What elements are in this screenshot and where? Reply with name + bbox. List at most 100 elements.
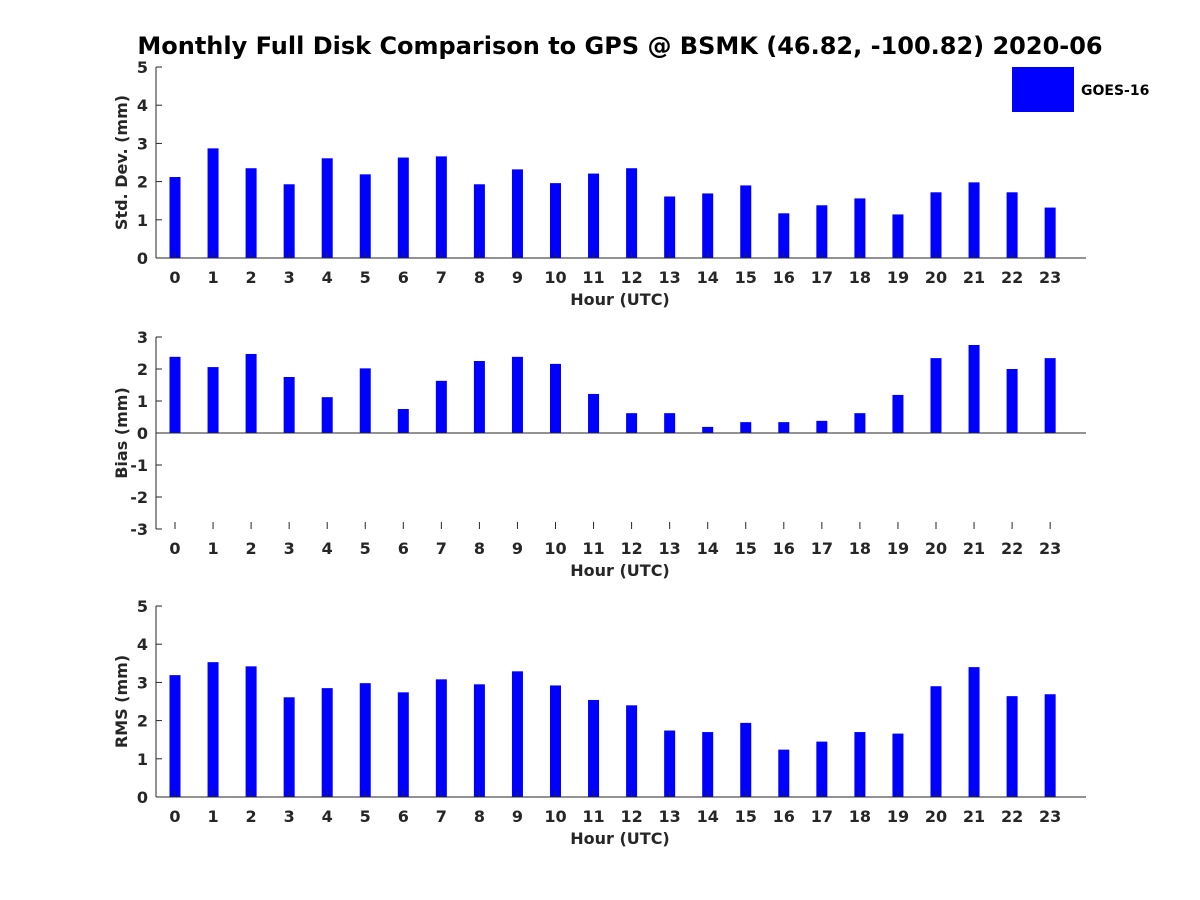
x-tick-label: 19 — [887, 539, 909, 558]
y-tick-label: 1 — [137, 750, 148, 769]
x-tick-label: 13 — [659, 807, 681, 826]
bar-hour-17 — [816, 205, 828, 258]
bar-hour-16 — [778, 749, 790, 797]
x-tick-label: 1 — [207, 807, 218, 826]
bar-hour-6 — [397, 692, 409, 797]
x-tick-label: 16 — [773, 268, 795, 287]
x-tick-label: 21 — [963, 539, 985, 558]
x-tick-label: 12 — [620, 539, 642, 558]
y-axis-label: Std. Dev. (mm) — [112, 95, 131, 230]
bar-hour-13 — [664, 196, 676, 258]
bar-hour-0 — [169, 675, 181, 797]
x-tick-label: 16 — [773, 539, 795, 558]
bar-hour-12 — [626, 168, 638, 258]
bar-hour-9 — [511, 169, 523, 258]
bar-hour-8 — [473, 684, 485, 797]
bar-hour-23 — [1044, 358, 1056, 433]
y-tick-label: 1 — [137, 392, 148, 411]
bar-hour-14 — [702, 193, 714, 258]
y-tick-label: 5 — [137, 58, 148, 77]
x-tick-label: 23 — [1039, 807, 1061, 826]
bar-hour-16 — [778, 213, 790, 258]
bar-hour-21 — [968, 182, 980, 258]
bar-hour-11 — [588, 393, 600, 433]
x-axis-label: Hour (UTC) — [570, 290, 670, 309]
bar-hour-9 — [511, 671, 523, 797]
bar-hour-12 — [626, 413, 638, 433]
bar-hour-16 — [778, 422, 790, 433]
x-tick-label: 3 — [284, 807, 295, 826]
x-tick-label: 21 — [963, 807, 985, 826]
bar-hour-1 — [207, 662, 219, 797]
x-tick-label: 13 — [659, 268, 681, 287]
y-axis-label: RMS (mm) — [112, 655, 131, 748]
y-tick-label: 4 — [137, 96, 148, 115]
bar-hour-14 — [702, 732, 714, 797]
y-tick-label: 0 — [137, 788, 148, 807]
x-tick-label: 7 — [436, 539, 447, 558]
chart-title: Monthly Full Disk Comparison to GPS @ BS… — [137, 32, 1102, 60]
x-tick-label: 10 — [544, 807, 566, 826]
bar-hour-19 — [892, 394, 904, 433]
x-tick-label: 9 — [512, 268, 523, 287]
legend: GOES-16 — [1012, 67, 1149, 112]
bar-hour-22 — [1006, 696, 1018, 797]
x-tick-label: 21 — [963, 268, 985, 287]
y-tick-label: 0 — [137, 424, 148, 443]
x-tick-label: 14 — [697, 539, 719, 558]
x-tick-label: 0 — [169, 539, 180, 558]
bar-hour-14 — [702, 426, 714, 433]
y-tick-label: 3 — [137, 134, 148, 153]
x-tick-label: 18 — [849, 539, 871, 558]
bar-hour-23 — [1044, 694, 1056, 797]
y-tick-label: 3 — [137, 673, 148, 692]
x-tick-label: 11 — [582, 268, 604, 287]
bar-hour-20 — [930, 192, 942, 258]
x-tick-label: 15 — [735, 807, 757, 826]
x-tick-label: 8 — [474, 268, 485, 287]
bar-hour-10 — [550, 183, 561, 258]
y-tick-label: 2 — [137, 360, 148, 379]
x-tick-label: 2 — [246, 807, 257, 826]
bar-hour-22 — [1006, 192, 1018, 258]
x-tick-label: 0 — [169, 268, 180, 287]
x-tick-label: 17 — [811, 539, 833, 558]
x-tick-label: 8 — [474, 807, 485, 826]
bar-hour-8 — [473, 361, 485, 433]
bar-hour-10 — [550, 685, 561, 797]
x-tick-label: 15 — [735, 539, 757, 558]
x-axis-label: Hour (UTC) — [570, 561, 670, 580]
y-tick-label: -2 — [130, 488, 148, 507]
x-tick-label: 1 — [207, 268, 218, 287]
bar-hour-2 — [245, 353, 257, 433]
x-tick-label: 3 — [284, 539, 295, 558]
x-tick-label: 2 — [246, 268, 257, 287]
bar-hour-18 — [854, 413, 866, 433]
bar-hour-13 — [664, 413, 676, 433]
bar-hour-4 — [321, 397, 333, 433]
bar-hour-17 — [816, 741, 828, 797]
y-tick-label: 3 — [137, 328, 148, 347]
x-tick-label: 5 — [360, 539, 371, 558]
bar-hour-4 — [321, 688, 333, 797]
x-tick-label: 23 — [1039, 539, 1061, 558]
bar-hour-5 — [359, 174, 371, 258]
bar-hour-18 — [854, 198, 866, 258]
bar-hour-23 — [1044, 207, 1056, 258]
x-tick-label: 20 — [925, 268, 947, 287]
x-tick-label: 22 — [1001, 268, 1023, 287]
y-tick-label: 1 — [137, 211, 148, 230]
x-tick-label: 3 — [284, 268, 295, 287]
x-tick-label: 6 — [398, 539, 409, 558]
bar-hour-7 — [435, 679, 447, 797]
bar-hour-20 — [930, 686, 942, 797]
x-tick-label: 11 — [582, 807, 604, 826]
x-tick-label: 5 — [360, 268, 371, 287]
y-tick-label: 2 — [137, 173, 148, 192]
x-tick-label: 11 — [582, 539, 604, 558]
bar-hour-0 — [169, 356, 181, 433]
